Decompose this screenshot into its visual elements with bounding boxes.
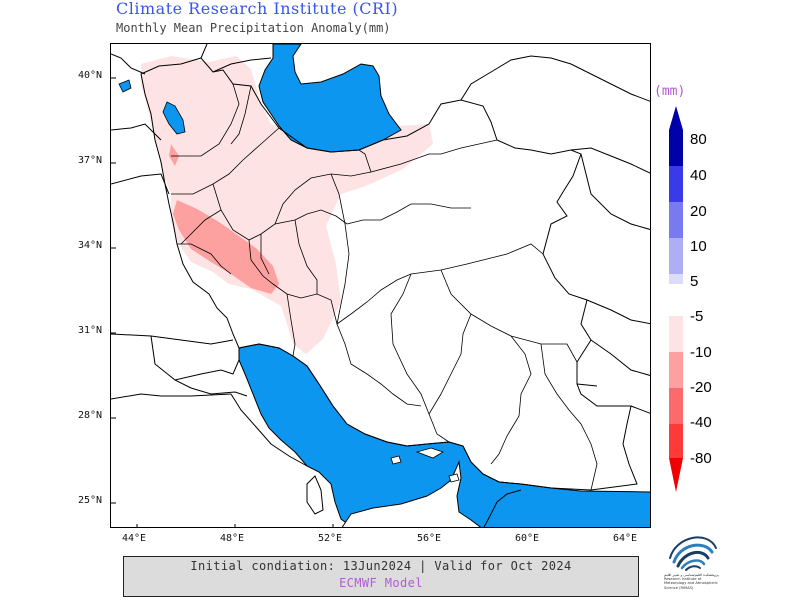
legend-label-m80: -80: [690, 450, 712, 467]
legend-label-40: 40: [690, 167, 707, 184]
legend-label-10: 10: [690, 238, 707, 255]
lat-label-25: 25°N: [78, 495, 103, 506]
lake-van: [118, 79, 132, 93]
legend-swatch-m5: [669, 316, 683, 352]
legend-label-80: 80: [690, 131, 707, 148]
legend-swatch-m20: [669, 388, 683, 424]
lon-label-48: 48°E: [220, 533, 245, 544]
legend-swatch-5: [669, 274, 683, 284]
chart-title: Climate Research Institute (CRI): [116, 0, 399, 18]
anomaly-region-medium: [173, 200, 279, 294]
legend-label-m20: -20: [690, 379, 712, 396]
lon-label-56: 56°E: [417, 533, 442, 544]
chart-subtitle: Monthly Mean Precipitation Anomaly(mm): [116, 21, 391, 35]
lat-label-37: 37°N: [78, 155, 103, 166]
province-boundaries: [171, 83, 598, 491]
legend-label-m5: -5: [690, 308, 704, 325]
anomaly-region-medium-2: [169, 144, 179, 166]
qatar-peninsula: [306, 475, 324, 515]
lon-label-60: 60°E: [515, 533, 540, 544]
country-borders: [111, 44, 650, 527]
lat-label-31: 31°N: [78, 325, 103, 336]
legend-cap-top: [669, 106, 683, 130]
lon-label-64: 64°E: [613, 533, 638, 544]
legend-unit: (mm): [654, 84, 686, 99]
legend-swatch-40: [669, 166, 683, 202]
caspian-sea: [258, 44, 402, 153]
iran-border: [140, 57, 638, 491]
legend-swatch-80: [669, 130, 683, 166]
info-box: Initial condiation: 13Jun2024 | Valid fo…: [123, 556, 639, 597]
uae-coast: [341, 460, 482, 527]
lon-label-52: 52°E: [318, 533, 343, 544]
legend-swatch-10: [669, 238, 683, 274]
lat-label-40: 40°N: [78, 70, 103, 81]
map-panel: [110, 43, 651, 528]
lat-label-34: 34°N: [78, 240, 103, 251]
legend-label-20: 20: [690, 203, 707, 220]
legend-swatch-m10: [669, 352, 683, 388]
legend-label-m10: -10: [690, 344, 712, 361]
legend-label-m40: -40: [690, 414, 712, 431]
rimas-logo: [669, 536, 717, 571]
map-svg: [111, 44, 650, 527]
legend-swatch-20: [669, 202, 683, 238]
initial-condition-text: Initial condiation: 13Jun2024 | Valid fo…: [190, 559, 572, 573]
legend-label-5: 5: [690, 273, 699, 290]
legend-swatch-m40: [669, 424, 683, 458]
legend-colorbar: [669, 106, 683, 492]
lon-label-44: 44°E: [122, 533, 147, 544]
gulf-islands: [390, 447, 460, 483]
model-name-text: ECMWF Model: [339, 576, 423, 590]
lake-urmia: [162, 101, 186, 135]
lat-label-28: 28°N: [78, 410, 103, 421]
logo-text: پژوهشکده اقلیم‌شناسی و تغییر اقلیم Resea…: [664, 573, 719, 590]
legend-cap-bottom: [669, 458, 683, 492]
